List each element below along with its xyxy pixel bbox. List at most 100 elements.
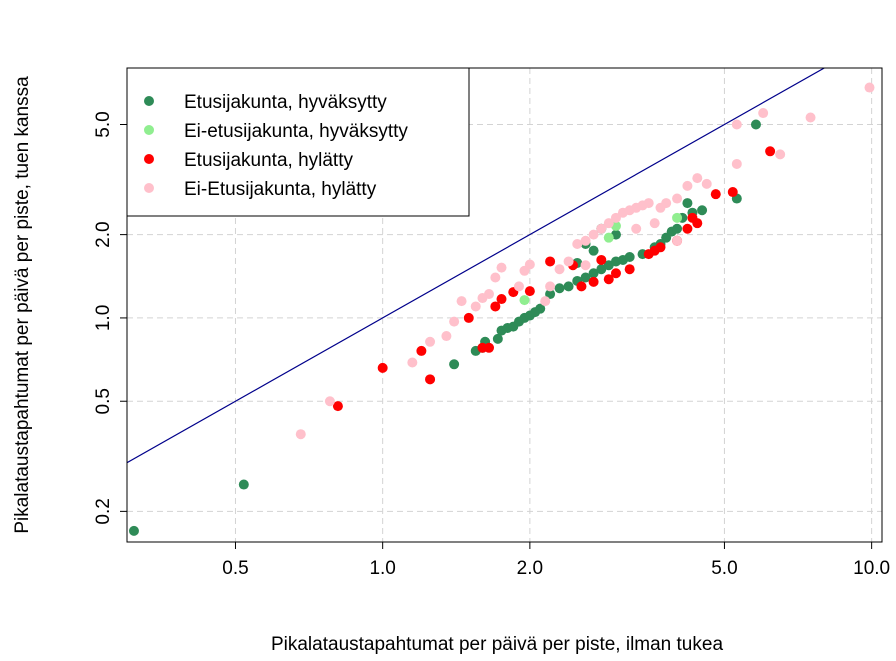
data-point-series-4 [540,296,551,307]
data-point-series-1 [624,252,635,263]
data-point-series-1 [449,359,460,370]
data-point-series-4 [692,173,703,184]
data-point-series-1 [588,268,599,279]
identity-reference-line [127,68,826,464]
data-point-series-4 [610,212,621,223]
data-point-series-4 [295,429,306,440]
legend-marker [144,125,154,135]
x-tick-label: 10.0 [853,558,890,579]
data-point-series-3 [765,146,776,157]
legend: Etusijakunta, hyväksytty Ei-etusijakunta,… [126,67,470,217]
data-point-series-3 [416,345,427,356]
data-point-series-4 [554,264,565,275]
legend-marker [144,96,154,106]
x-tick-label: 0.5 [222,558,248,579]
y-tick-label: 1.0 [93,305,114,331]
data-point-series-4 [407,357,418,368]
legend-marker [144,183,154,193]
data-point-series-4 [631,223,642,234]
data-point-series-4 [484,289,495,300]
legend-box [126,67,470,217]
data-point-series-4 [524,259,535,270]
data-point-series-3 [332,401,343,412]
data-point-series-1 [554,283,565,294]
data-point-series-4 [603,218,614,229]
data-point-series-3 [655,242,666,253]
data-point-series-4 [470,301,481,312]
data-point-series-3 [545,256,556,267]
y-axis: 0.2 0.5 1.0 2.0 5.0 [93,111,127,525]
y-tick-label: 2.0 [93,221,114,247]
data-point-series-1 [697,205,708,216]
data-point-series-3 [610,268,621,279]
data-point-series-4 [661,198,672,209]
data-point-series-4 [545,281,556,292]
data-point-series-4 [580,260,591,271]
x-axis: 0.5 1.0 2.0 5.0 10.0 [222,542,890,579]
data-point-series-4 [441,331,452,342]
data-point-series-4 [672,193,683,204]
data-point-series-3 [588,276,599,287]
data-point-series-3 [576,281,587,292]
data-points [128,82,875,536]
y-tick-label: 0.5 [93,388,114,414]
data-point-series-2 [672,212,683,223]
y-axis-title: Pikalataustapahtumat per päivä per piste… [12,76,33,534]
data-point-series-3 [524,286,535,297]
data-point-series-1 [750,119,761,130]
x-axis-title: Pikalataustapahtumat per päivä per piste… [271,634,723,655]
data-point-series-4 [324,396,335,407]
data-point-series-4 [456,296,467,307]
y-tick-label: 5.0 [93,111,114,137]
x-tick-label: 5.0 [711,558,737,579]
data-point-series-3 [490,301,501,312]
data-point-series-1 [492,333,503,344]
data-point-series-3 [692,218,703,229]
data-point-series-4 [731,119,742,130]
data-point-series-3 [603,274,614,285]
data-point-series-1 [545,289,556,300]
data-point-series-1 [535,303,546,314]
legend-label: Etusijakunta, hyväksytty [184,92,387,113]
data-point-series-1 [128,525,139,536]
data-point-series-3 [682,223,693,234]
legend-label: Etusijakunta, hylätty [184,150,353,171]
x-tick-label: 1.0 [369,558,395,579]
plot-frame [126,67,883,543]
y-tick-label: 0.2 [93,498,114,524]
data-point-series-4 [563,256,574,267]
data-point-series-3 [377,362,388,373]
data-point-series-3 [463,312,474,323]
data-point-series-4 [513,281,524,292]
data-point-series-4 [449,316,460,327]
data-point-series-1 [580,272,591,283]
data-point-series-4 [425,336,436,347]
data-point-series-3 [496,294,507,305]
data-point-series-3 [624,264,635,275]
data-point-series-1 [563,281,574,292]
data-point-series-3 [727,187,738,198]
reference-line-group [127,68,826,464]
data-point-series-4 [758,108,769,119]
data-point-series-4 [775,149,786,160]
data-point-series-3 [710,189,721,200]
data-point-series-4 [672,235,683,246]
data-point-series-1 [238,479,249,490]
legend-marker [144,154,154,164]
data-point-series-4 [649,218,660,229]
data-point-series-2 [519,295,530,306]
data-point-series-1 [682,198,693,209]
data-point-series-4 [580,235,591,246]
data-point-series-4 [643,198,654,209]
data-point-series-1 [672,223,683,234]
data-point-series-4 [572,238,583,249]
data-point-series-4 [864,82,875,93]
legend-label: Ei-etusijakunta, hyväksytty [184,121,408,142]
data-point-series-4 [731,158,742,169]
x-tick-label: 2.0 [517,558,543,579]
data-point-series-3 [596,254,607,265]
data-point-series-4 [805,112,816,123]
data-point-series-3 [425,374,436,385]
legend-label: Ei-Etusijakunta, hylätty [184,179,377,200]
